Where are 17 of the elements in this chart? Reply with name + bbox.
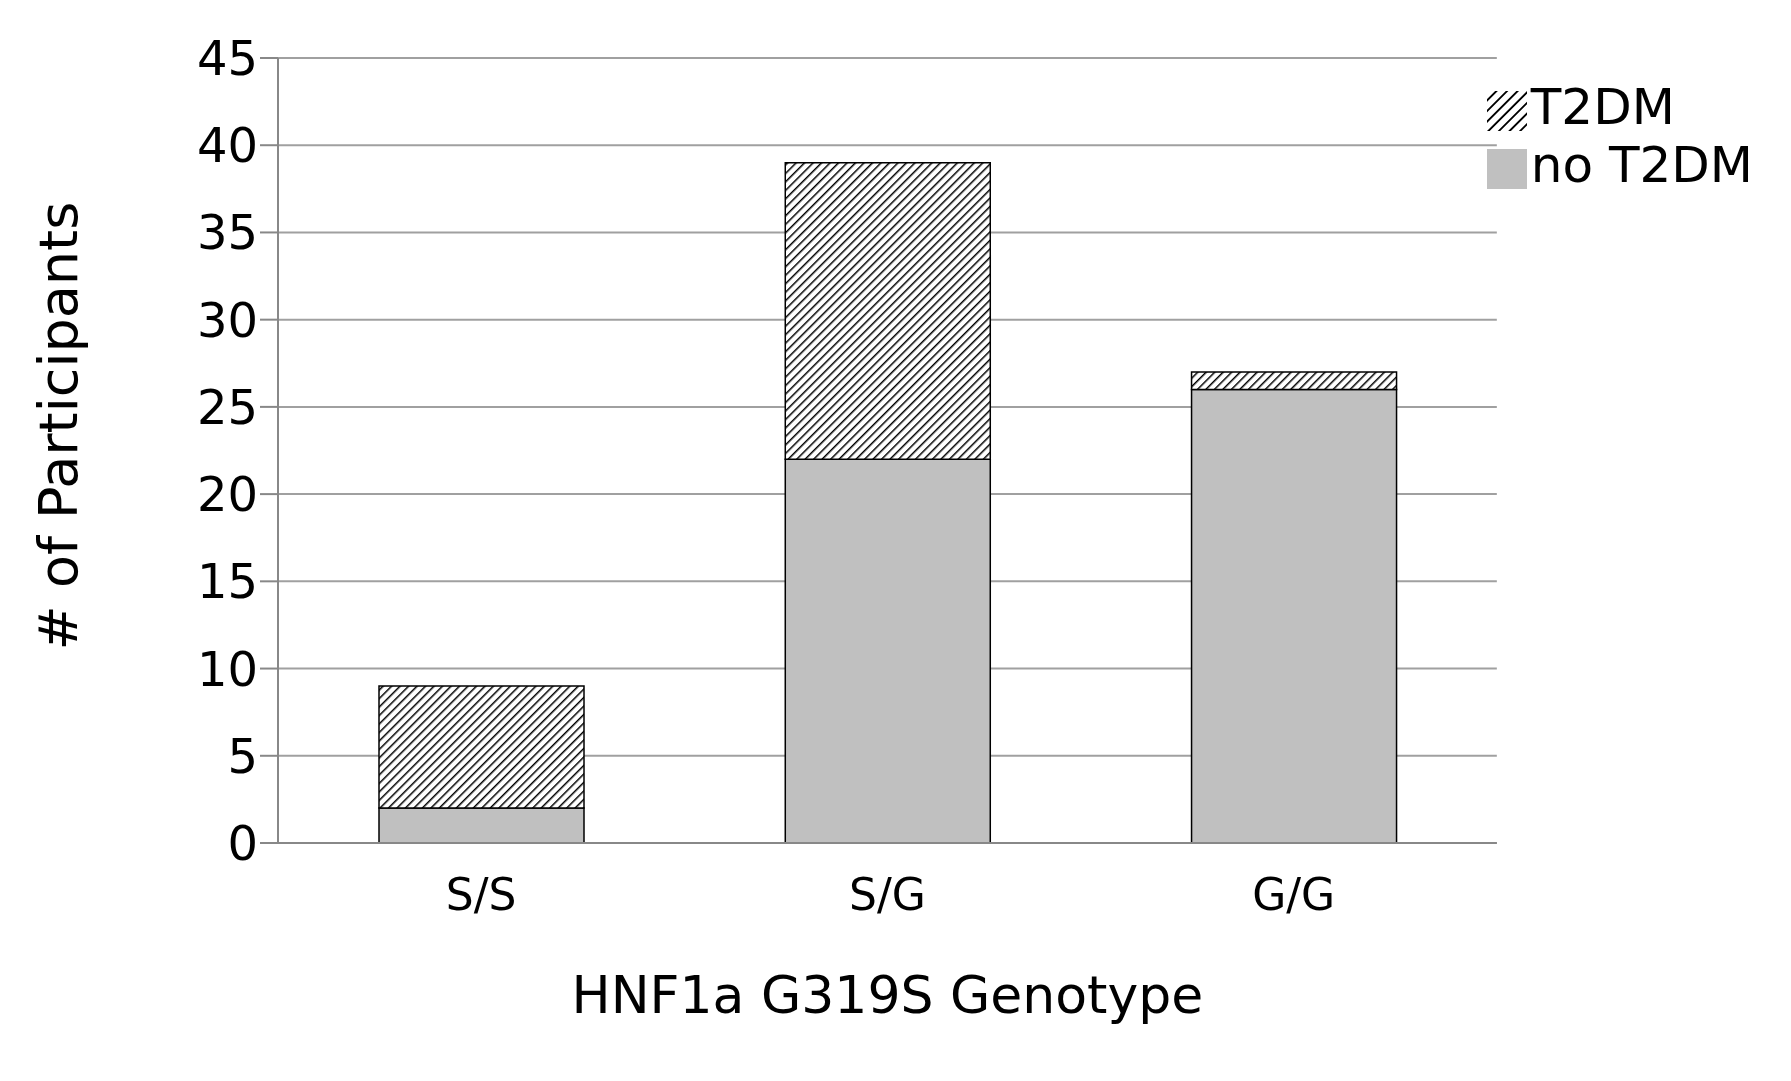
y-tick-label: 40	[196, 117, 258, 174]
y-tick-label: 35	[196, 204, 258, 261]
y-tick-label: 45	[196, 30, 258, 87]
y-tick-label: 5	[227, 727, 258, 784]
y-tick-label: 20	[196, 466, 258, 523]
y-axis-title: # of Participants	[27, 201, 91, 651]
y-tick-label: 0	[227, 815, 258, 872]
y-tick-label: 15	[196, 553, 258, 610]
y-tick-label: 25	[196, 378, 258, 435]
y-tick-label: 30	[196, 291, 258, 348]
y-tick-label: 10	[196, 640, 258, 697]
x-axis-title: HNF1a G319S Genotype	[571, 965, 1204, 1025]
x-tick-label: G/G	[1252, 869, 1336, 921]
x-tick-label: S/G	[848, 869, 926, 921]
x-tick-label: S/S	[445, 869, 517, 921]
legend-label: no T2DM	[1530, 136, 1753, 194]
legend-label: T2DM	[1530, 78, 1675, 136]
